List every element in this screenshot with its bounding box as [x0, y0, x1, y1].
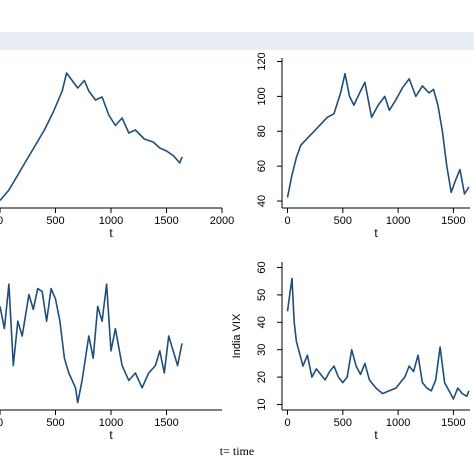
- y-tick-label: 50: [256, 289, 268, 301]
- x-tick-label: 1000: [386, 215, 410, 227]
- y-tick-label: 80: [256, 125, 268, 137]
- series-line: [286, 277, 470, 400]
- x-tick-label: 1000: [99, 417, 123, 429]
- x-tick-label: 1000: [386, 417, 410, 429]
- y-tick-label: 120: [256, 52, 268, 70]
- y-axis-label: India VIX: [231, 313, 243, 358]
- x-axis-label: t: [109, 226, 113, 240]
- x-tick-label: 1500: [154, 215, 178, 227]
- y-tick-label: 20: [256, 371, 268, 383]
- x-tick-label: 1500: [154, 417, 178, 429]
- panel-top-left: 0 500 1000 1500 2000 t: [0, 72, 234, 240]
- x-tick-label: 0: [284, 215, 290, 227]
- x-tick-label: 1500: [441, 215, 465, 227]
- x-tick-label: 500: [334, 417, 352, 429]
- x-tick-label: 500: [46, 417, 64, 429]
- y-tick-label: 10: [256, 398, 268, 410]
- x-tick-label: 2000: [210, 215, 234, 227]
- y-tick-label: 60: [256, 261, 268, 273]
- footer-label: t= time: [219, 444, 255, 458]
- header-band: [0, 32, 474, 50]
- series-line: [0, 283, 183, 404]
- x-tick-label: 0: [0, 215, 3, 227]
- x-tick-label: 500: [46, 215, 64, 227]
- y-tick-label: 60: [256, 160, 268, 172]
- panel-bottom-left: 0 500 1000 1500 t: [0, 283, 222, 442]
- series-line: [0, 72, 183, 202]
- panel-bottom-right: 0 500 1000 1500 10 20 30 40 50 60 t India VIX: [231, 261, 470, 442]
- x-axis-label: t: [109, 428, 113, 442]
- panel-top-right: 0 500 1000 1500 40 60 80 100 120 t: [256, 52, 470, 240]
- y-tick-label: 40: [256, 316, 268, 328]
- y-tick-label: 100: [256, 87, 268, 105]
- x-tick-label: 1000: [99, 215, 123, 227]
- series-line: [286, 72, 470, 198]
- x-tick-label: 0: [0, 417, 3, 429]
- x-tick-label: 500: [334, 215, 352, 227]
- x-tick-label: 0: [284, 417, 290, 429]
- y-tick-label: 40: [256, 195, 268, 207]
- y-tick-label: 30: [256, 344, 268, 356]
- x-axis-label: t: [374, 428, 378, 442]
- x-tick-label: 1500: [441, 417, 465, 429]
- x-axis-label: t: [374, 226, 378, 240]
